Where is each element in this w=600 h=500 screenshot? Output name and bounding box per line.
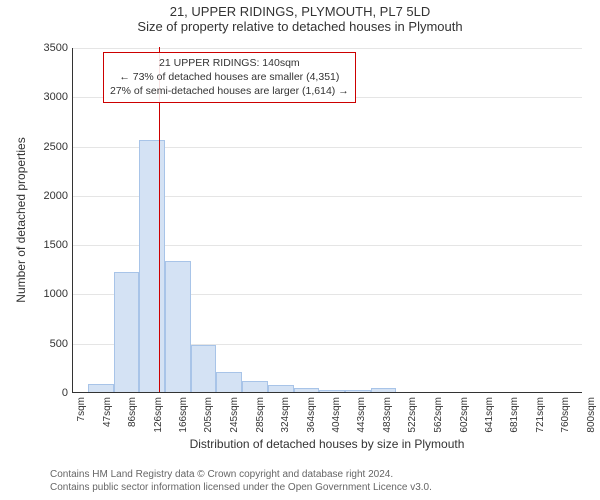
footer: Contains HM Land Registry data © Crown c… <box>50 468 432 494</box>
annotation-line-3: 27% of semi-detached houses are larger (… <box>110 84 349 98</box>
x-tick-label: 166sqm <box>178 397 189 433</box>
annotation-box: 21 UPPER RIDINGS: 140sqm ← 73% of detach… <box>103 52 356 103</box>
y-tick-label: 3000 <box>44 91 68 103</box>
histogram-bar <box>319 390 345 392</box>
footer-line-1: Contains HM Land Registry data © Crown c… <box>50 468 432 481</box>
x-tick-label: 364sqm <box>306 397 317 433</box>
y-tick-label: 0 <box>62 387 68 399</box>
x-tick-label: 562sqm <box>433 397 444 433</box>
chart-container: Number of detached properties 21 UPPER R… <box>0 38 600 443</box>
x-tick-label: 483sqm <box>382 397 393 433</box>
y-tick-label: 1000 <box>44 288 68 300</box>
annotation-line-2: ← 73% of detached houses are smaller (4,… <box>110 70 349 84</box>
histogram-bar <box>114 272 140 392</box>
x-tick-label: 760sqm <box>560 397 571 433</box>
histogram-bar <box>242 381 268 392</box>
x-tick-label: 404sqm <box>331 397 342 433</box>
x-tick-label: 205sqm <box>203 397 214 433</box>
x-tick-label: 800sqm <box>586 397 597 433</box>
y-tick-label: 500 <box>50 338 68 350</box>
histogram-bar <box>88 384 114 392</box>
x-axis-label: Distribution of detached houses by size … <box>72 437 582 451</box>
annotation-line-1: 21 UPPER RIDINGS: 140sqm <box>110 56 349 70</box>
histogram-bar <box>371 388 397 392</box>
y-tick-label: 2500 <box>44 141 68 153</box>
footer-line-2: Contains public sector information licen… <box>50 481 432 494</box>
histogram-bar <box>139 140 165 392</box>
x-tick-label: 443sqm <box>356 397 367 433</box>
histogram-bar <box>294 388 320 392</box>
gridline-h <box>73 48 582 49</box>
x-tick-label: 522sqm <box>407 397 418 433</box>
y-tick-label: 3500 <box>44 42 68 54</box>
histogram-bar <box>268 385 294 392</box>
histogram-bar <box>191 345 217 392</box>
y-axis-label: Number of detached properties <box>14 137 28 302</box>
histogram-bar <box>216 372 242 392</box>
x-tick-label: 47sqm <box>102 397 113 427</box>
x-tick-label: 641sqm <box>484 397 495 433</box>
x-tick-label: 681sqm <box>509 397 520 433</box>
page-subtitle: Size of property relative to detached ho… <box>0 19 600 34</box>
x-tick-label: 245sqm <box>229 397 240 433</box>
histogram-bar <box>165 261 191 392</box>
x-tick-label: 721sqm <box>535 397 546 433</box>
plot-area: 21 UPPER RIDINGS: 140sqm ← 73% of detach… <box>72 48 582 393</box>
x-tick-label: 285sqm <box>255 397 266 433</box>
y-tick-label: 2000 <box>44 190 68 202</box>
histogram-bar <box>345 390 371 392</box>
x-tick-label: 126sqm <box>153 397 164 433</box>
y-tick-label: 1500 <box>44 239 68 251</box>
x-tick-label: 86sqm <box>127 397 138 427</box>
x-tick-label: 324sqm <box>280 397 291 433</box>
x-tick-label: 7sqm <box>76 397 87 421</box>
page-title: 21, UPPER RIDINGS, PLYMOUTH, PL7 5LD <box>0 4 600 19</box>
x-tick-label: 602sqm <box>459 397 470 433</box>
